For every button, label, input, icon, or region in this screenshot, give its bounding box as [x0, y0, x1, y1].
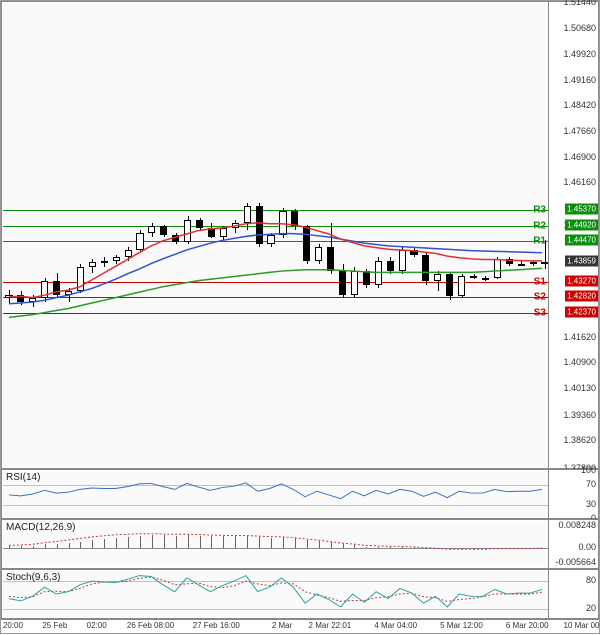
rsi-panel[interactable]: RSI(14) 10070300 — [1, 469, 599, 519]
time-axis: 20:00 25 Feb 02:00 26 Feb 08:00 27 Feb 16:00… — [1, 619, 599, 635]
xtick: 20:00 — [3, 621, 23, 630]
ytick: 1.49920 — [563, 49, 596, 59]
ytick: 1.41620 — [563, 332, 596, 342]
stoch-panel[interactable]: Stoch(9,6,3) 80 20 — [1, 569, 599, 619]
xtick: 4 Mar 04:00 — [374, 621, 417, 630]
ytick: 1.50680 — [563, 23, 596, 33]
ytick: 80 — [586, 575, 596, 585]
rsi-yaxis: 10070300 — [548, 470, 598, 518]
stoch-yaxis: 80 20 — [548, 570, 598, 618]
ytick: 1.46160 — [563, 177, 596, 187]
ytick: 0.00 — [578, 542, 596, 552]
rsi-area[interactable] — [3, 471, 548, 517]
chart-container: R1R2R3S1S2S3 1.51440 1.50680 1.49920 1.4916… — [0, 0, 600, 634]
ytick: 1.39360 — [563, 410, 596, 420]
price-chart-area[interactable]: R1R2R3S1S2S3 — [3, 3, 548, 467]
ytick: 1.48420 — [563, 100, 596, 110]
ytick: -0.005664 — [555, 557, 596, 567]
macd-panel[interactable]: MACD(12,26,9) 0.008248 0.00 -0.005664 — [1, 519, 599, 569]
sr-price-tag: 1.43270 — [565, 276, 598, 287]
xtick: 02:00 — [87, 621, 107, 630]
price-chart[interactable]: R1R2R3S1S2S3 1.51440 1.50680 1.49920 1.4916… — [1, 1, 599, 469]
xtick: 25 Feb — [42, 621, 67, 630]
ytick: 1.49160 — [563, 75, 596, 85]
ytick: 1.38620 — [563, 435, 596, 445]
stoch-label: Stoch(9,6,3) — [6, 572, 60, 583]
ytick: 30 — [586, 499, 596, 509]
xtick: 2 Mar — [272, 621, 292, 630]
price-yaxis: 1.51440 1.50680 1.49920 1.49160 1.48420 1.476… — [548, 2, 598, 468]
macd-signal — [3, 521, 548, 567]
sr-price-tag: 1.44470 — [565, 235, 598, 246]
xtick: 6 Mar 20:00 — [506, 621, 549, 630]
sr-price-tag: 1.42370 — [565, 306, 598, 317]
rsi-line — [3, 471, 548, 517]
sr-price-tag: 1.44920 — [565, 219, 598, 230]
ytick: 1.40900 — [563, 357, 596, 367]
ytick: 0.008248 — [558, 520, 596, 530]
ytick: 1.46900 — [563, 152, 596, 162]
ytick: 1.47660 — [563, 126, 596, 136]
xtick: 5 Mar 12:00 — [440, 621, 483, 630]
sr-price-tag: 1.45370 — [565, 204, 598, 215]
xtick: 26 Feb 08:00 — [127, 621, 174, 630]
ytick: 20 — [586, 603, 596, 613]
xtick: 2 Mar 22:01 — [309, 621, 352, 630]
rsi-label: RSI(14) — [6, 472, 40, 483]
macd-yaxis: 0.008248 0.00 -0.005664 — [548, 520, 598, 568]
macd-area[interactable] — [3, 521, 548, 567]
xtick: 10 Mar 00:00 — [563, 621, 600, 630]
xtick: 27 Feb 16:00 — [193, 621, 240, 630]
sr-price-tag: 1.42820 — [565, 291, 598, 302]
ytick: 1.40130 — [563, 383, 596, 393]
current-price-tag: 1.43859 — [565, 255, 598, 266]
ytick: 100 — [581, 465, 596, 475]
ytick: 70 — [586, 479, 596, 489]
macd-label: MACD(12,26,9) — [6, 522, 75, 533]
stoch-area[interactable] — [3, 571, 548, 617]
ytick: 1.51440 — [563, 0, 596, 7]
stoch-k — [3, 571, 548, 617]
ma-red — [3, 3, 548, 467]
